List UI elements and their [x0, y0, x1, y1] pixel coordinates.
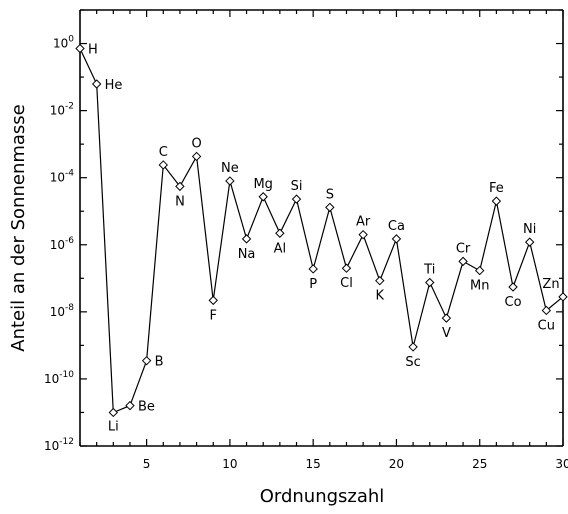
element-label-si: Si	[291, 179, 303, 194]
element-label-he: He	[105, 78, 123, 93]
element-label-n: N	[175, 194, 185, 209]
y-tick-label: 10-4	[50, 169, 75, 185]
element-label-ne: Ne	[221, 161, 239, 176]
y-tick-mantissa: 10	[50, 238, 65, 252]
data-point-be	[125, 400, 135, 411]
data-point-c	[158, 160, 168, 170]
data-point-ne	[225, 176, 235, 186]
element-label-s: S	[326, 187, 334, 202]
x-tick-label: 15	[306, 457, 321, 471]
element-label-v: V	[442, 326, 451, 341]
element-label-cr: Cr	[456, 241, 471, 256]
y-tick-mantissa: 10	[50, 305, 65, 319]
x-tick-label: 25	[472, 457, 487, 471]
y-tick-mantissa: 10	[44, 372, 59, 386]
y-tick-exponent: -12	[59, 437, 74, 447]
x-tick-label: 30	[555, 457, 568, 471]
element-label-sc: Sc	[405, 355, 420, 370]
element-label-b: B	[155, 355, 164, 370]
data-point-cu	[541, 305, 552, 316]
data-point-na	[241, 234, 252, 244]
data-point-co	[508, 282, 518, 292]
y-tick-mantissa: 10	[44, 439, 59, 453]
y-tick-exponent: -4	[65, 169, 74, 179]
element-label-fe: Fe	[489, 181, 504, 196]
element-label-h: H	[88, 43, 98, 58]
element-label-ar: Ar	[356, 215, 371, 230]
element-label-f: F	[209, 308, 216, 323]
data-point-cr	[458, 256, 468, 267]
y-tick-label: 10-10	[44, 370, 74, 386]
element-label-co: Co	[505, 295, 522, 310]
ticks	[79, 9, 564, 447]
data-point-b	[141, 355, 152, 366]
data-point-n	[175, 181, 185, 192]
data-point-mn	[475, 265, 485, 276]
element-label-p: P	[309, 277, 317, 292]
data-point-ti	[425, 277, 435, 288]
element-label-c: C	[159, 145, 168, 160]
element-label-k: K	[376, 289, 385, 304]
series-line	[79, 48, 564, 414]
data-point-cl	[341, 263, 352, 273]
data-point-sc	[408, 342, 418, 352]
element-label-mg: Mg	[253, 177, 272, 192]
element-label-o: O	[191, 136, 201, 151]
data-point-fe	[491, 196, 502, 206]
data-point-ni	[524, 237, 535, 247]
data-point-h	[75, 43, 85, 54]
x-tick-label: 10	[222, 457, 237, 471]
y-tick-exponent: 0	[68, 35, 74, 45]
data-point-f	[208, 295, 218, 306]
element-label-cl: Cl	[340, 276, 353, 291]
data-point-k	[375, 275, 385, 286]
y-axis-title: Anteil an der Sonnenmasse	[8, 104, 29, 352]
data-point-ar	[358, 229, 368, 240]
y-tick-mantissa: 10	[53, 37, 68, 51]
data-point-he	[91, 79, 102, 89]
data-point-p	[308, 264, 318, 274]
y-tick-label: 10-12	[44, 437, 74, 453]
axes	[79, 9, 564, 447]
element-label-ti: Ti	[423, 262, 435, 277]
data-point-o	[191, 151, 202, 162]
y-tick-exponent: -6	[65, 236, 74, 246]
y-tick-exponent: -2	[65, 102, 74, 112]
y-tick-label: 100	[53, 35, 74, 51]
y-tick-label: 10-8	[50, 303, 75, 319]
point-labels: H He Li Be B C N O F Ne Na Mg Al Si P S Cl Ar K Ca Sc Ti V Cr Mn…	[88, 43, 560, 435]
data-point-s	[325, 202, 335, 213]
data-point-li	[108, 407, 119, 418]
data-point-v	[441, 313, 452, 323]
element-label-al: Al	[274, 241, 287, 256]
x-axis-title: Ordnungszahl	[260, 486, 385, 507]
data-point-zn	[558, 292, 568, 302]
data-point-si	[291, 194, 302, 204]
element-label-mn: Mn	[470, 279, 489, 294]
y-tick-exponent: -8	[65, 303, 74, 313]
y-tick-label: 10-2	[50, 102, 74, 118]
data-point-ca	[391, 234, 402, 244]
element-label-ca: Ca	[388, 219, 405, 234]
y-tick-mantissa: 10	[50, 104, 65, 118]
data-point-al	[275, 228, 285, 238]
element-label-zn: Zn	[542, 277, 559, 292]
y-tick-mantissa: 10	[50, 171, 65, 185]
x-tick-label: 20	[389, 457, 404, 471]
element-label-be: Be	[138, 400, 155, 415]
y-tick-label: 10-6	[50, 236, 75, 252]
x-tick-label: 5	[143, 457, 151, 471]
element-label-ni: Ni	[523, 222, 536, 237]
element-label-cu: Cu	[538, 318, 555, 333]
series	[75, 43, 568, 418]
element-label-na: Na	[238, 247, 256, 262]
data-point-mg	[258, 192, 268, 202]
y-tick-exponent: -10	[59, 370, 74, 380]
element-label-li: Li	[108, 419, 119, 434]
